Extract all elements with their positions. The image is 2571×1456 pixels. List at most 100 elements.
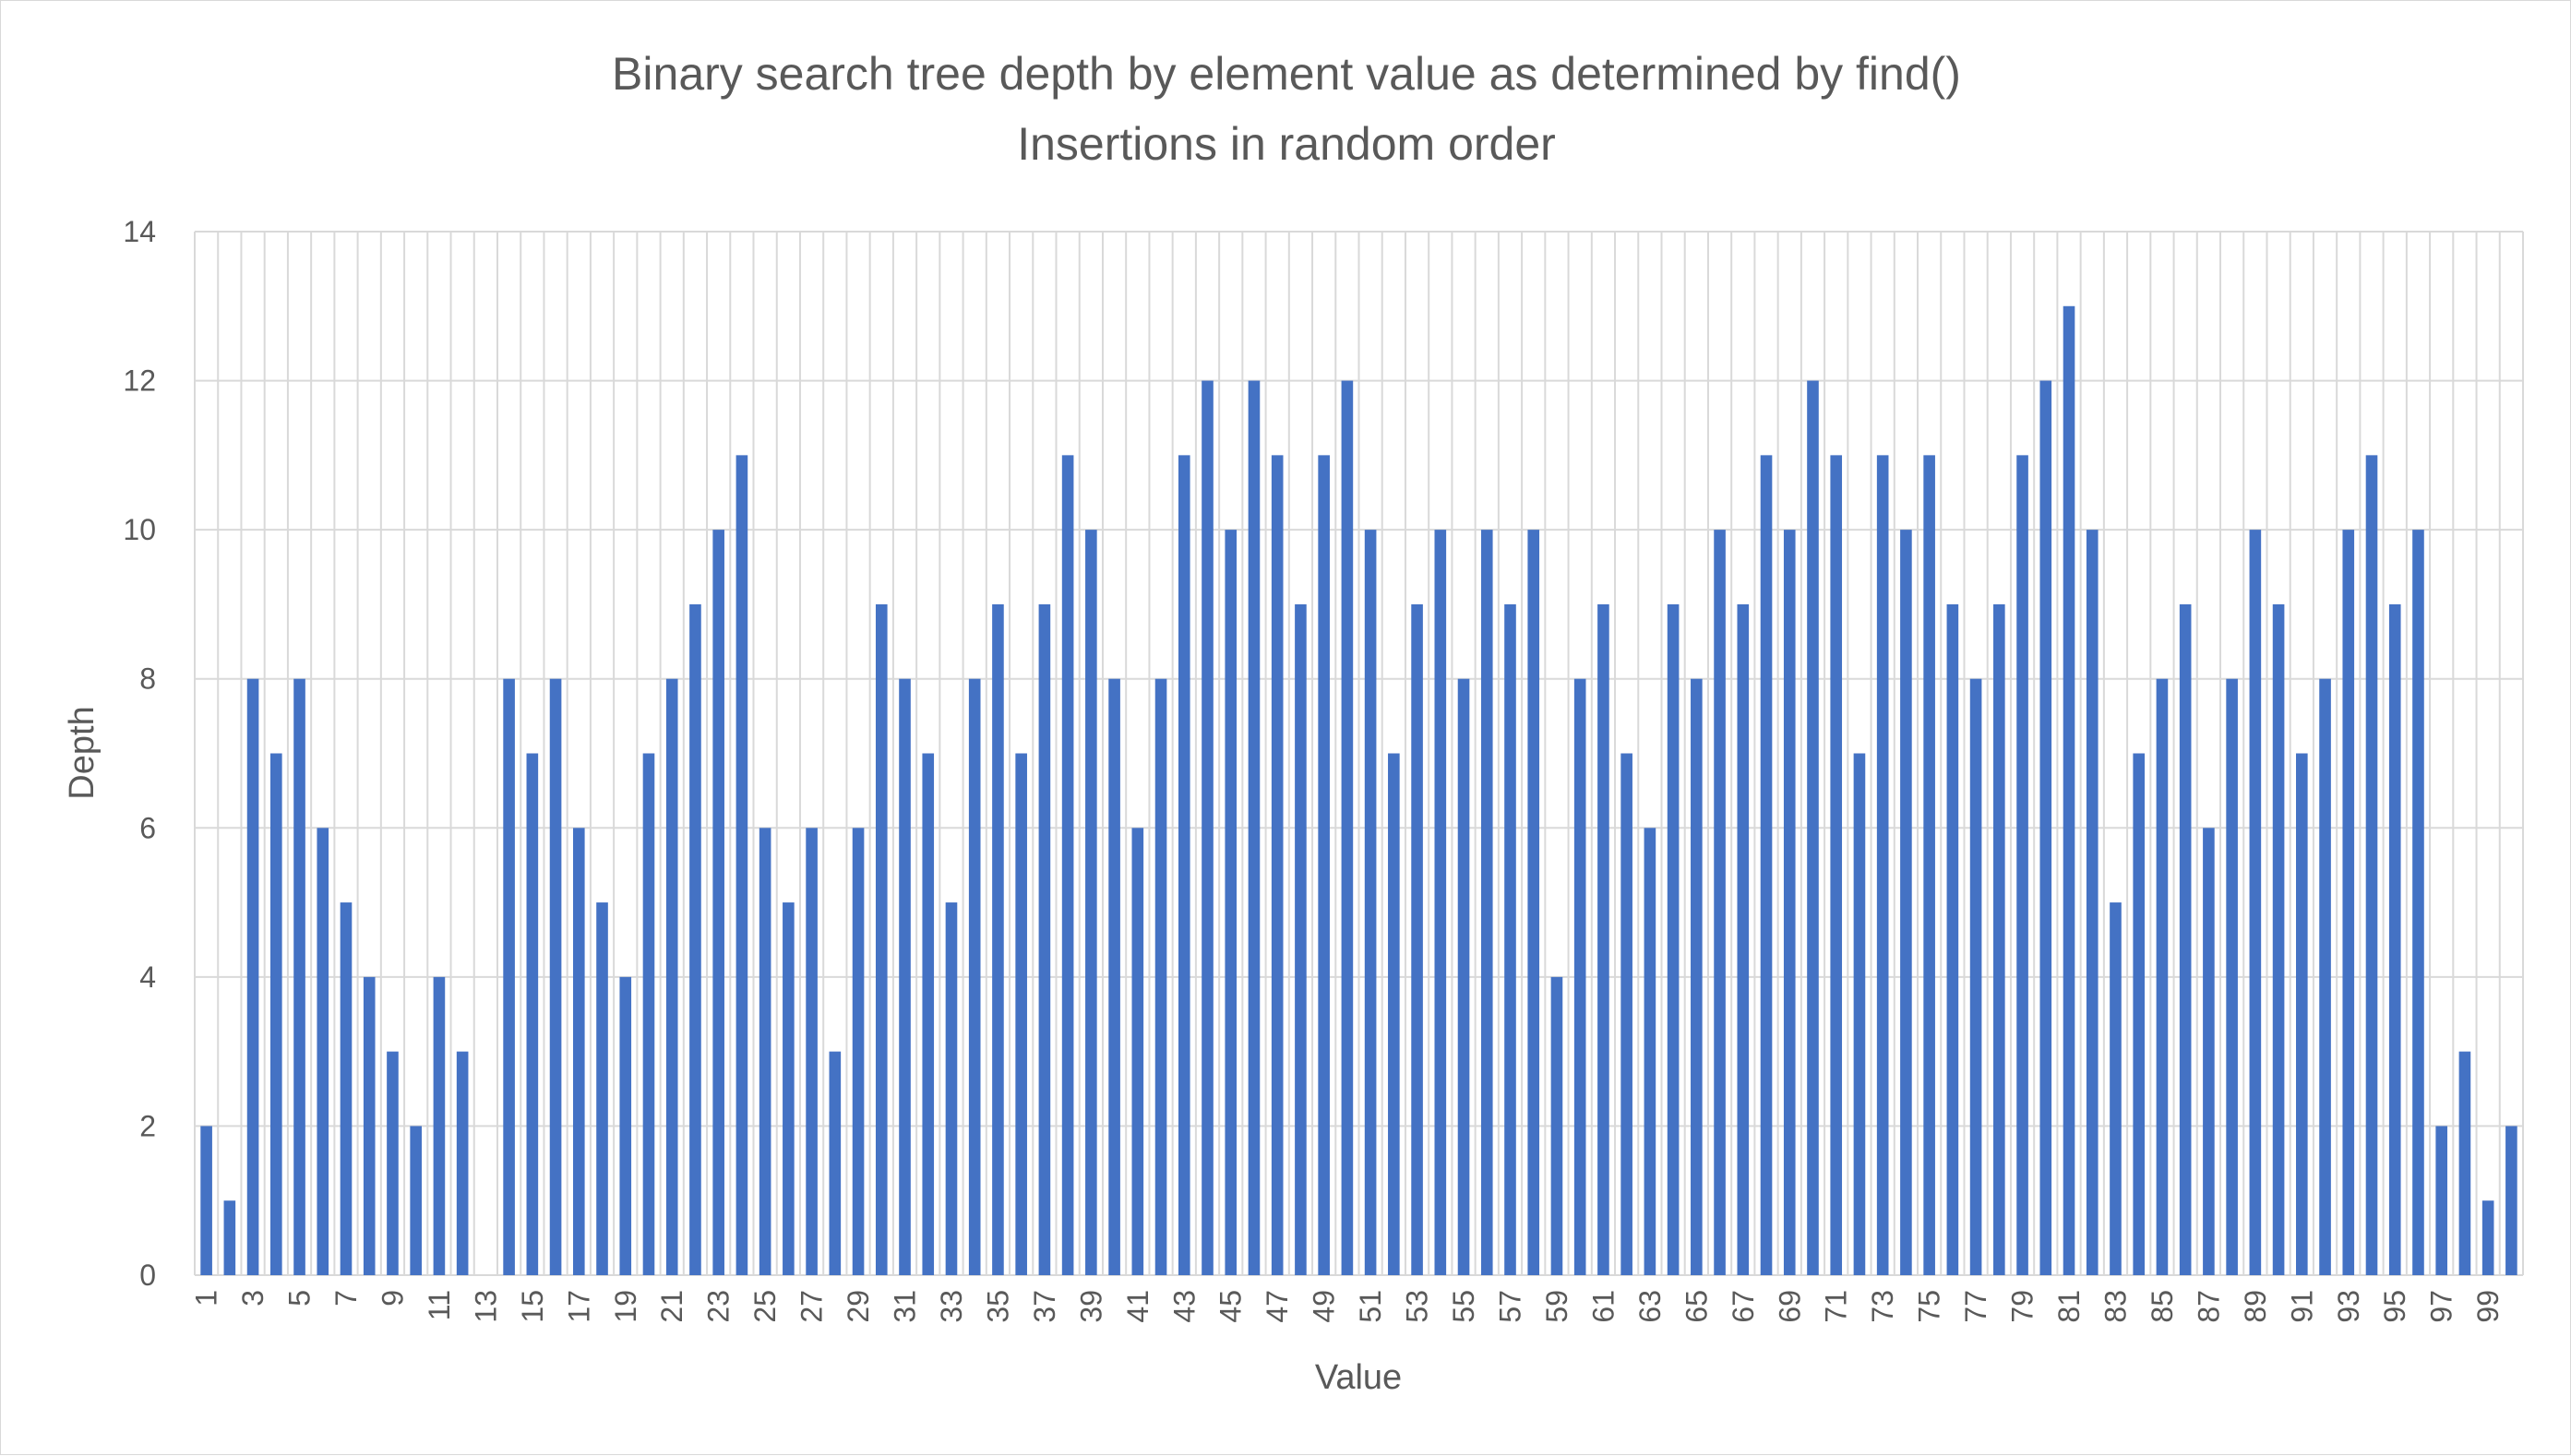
bar [1946,603,1959,1275]
x-tick-label: 87 [2192,1290,2225,1323]
x-tick-label: 45 [1214,1290,1248,1323]
x-tick-label: 85 [2146,1290,2179,1323]
bar [2412,530,2424,1275]
x-tick-label: 97 [2425,1290,2458,1323]
x-tick-label: 27 [795,1290,829,1323]
x-tick-label: 3 [236,1290,269,1307]
bar [1923,455,1935,1275]
bar [1620,753,1632,1275]
x-tick-label: 39 [1074,1290,1107,1323]
bar [200,1126,212,1275]
bar [1667,603,1680,1275]
bar [689,603,701,1275]
bar [1527,530,1540,1275]
chart-title: Binary search tree depth by element valu… [612,48,1961,100]
bar [783,902,795,1275]
bar [1038,603,1051,1275]
bar [1271,455,1284,1275]
x-tick-label: 51 [1354,1290,1387,1323]
x-tick-label: 61 [1586,1290,1620,1323]
bar [2249,530,2262,1275]
bar [1807,380,1819,1276]
bar [2272,603,2285,1275]
x-tick-label: 29 [842,1290,875,1323]
x-tick-label: 55 [1447,1290,1480,1323]
bar [1061,455,1074,1275]
x-tick-label: 79 [2006,1290,2039,1323]
x-tick-label: 67 [1727,1290,1760,1323]
bar [968,678,981,1275]
bar [1434,530,1447,1275]
bar [1830,455,1843,1275]
bar [1737,603,1750,1275]
bar [1783,530,1796,1275]
bar [899,678,911,1275]
bar [945,902,958,1275]
x-tick-label: 35 [981,1290,1014,1323]
bar [1015,753,1027,1275]
bar [1550,976,1563,1275]
x-tick-label: 83 [2099,1290,2132,1323]
x-tick-label: 9 [376,1290,409,1307]
x-tick-label: 91 [2285,1290,2318,1323]
bar [1248,380,1261,1276]
y-axis-title: Depth [63,706,102,799]
x-tick-label: 23 [702,1290,735,1323]
bar [922,753,935,1275]
bar [1178,455,1190,1275]
x-tick-label: 1 [190,1290,223,1307]
bar [2156,678,2169,1275]
bar [596,902,608,1275]
bar-series [200,305,2517,1276]
x-tick-label: 21 [655,1290,688,1323]
y-tick-label: 12 [123,364,156,398]
bar [875,603,888,1275]
x-tick-label: 81 [2052,1290,2086,1323]
bar [2133,753,2146,1275]
x-tick-label: 73 [1866,1290,1899,1323]
y-tick-label: 2 [139,1109,156,1142]
bar [387,1051,399,1275]
x-tick-label: 57 [1493,1290,1526,1323]
y-tick-label: 14 [123,215,156,248]
gridlines [194,231,2524,1276]
x-tick-label: 99 [2471,1290,2505,1323]
bar [1108,678,1120,1275]
bar [1225,530,1238,1275]
y-tick-label: 10 [123,513,156,546]
bar [2319,678,2331,1275]
x-tick-label: 13 [469,1290,502,1323]
bar [1154,678,1167,1275]
x-axis-title: Value [1315,1358,1402,1397]
bar [317,828,329,1275]
x-tick-label: 63 [1633,1290,1667,1323]
bar [2481,1200,2494,1275]
bar [572,828,585,1275]
bar [2086,530,2099,1275]
bar [433,976,446,1275]
bar [1876,455,1889,1275]
bar [2203,828,2215,1275]
y-tick-label: 6 [139,811,156,844]
y-tick-label: 8 [139,662,156,696]
x-tick-label: 89 [2239,1290,2272,1323]
bar [806,828,818,1275]
bar [2226,678,2238,1275]
bar [1131,828,1144,1275]
bar [1900,530,1912,1275]
y-tick-label: 0 [139,1259,156,1292]
bar [665,678,678,1275]
x-tick-label: 33 [935,1290,968,1323]
bar [1993,603,2005,1275]
bar [1480,530,1493,1275]
x-tick-label: 65 [1680,1290,1713,1323]
x-tick-label: 15 [516,1290,549,1323]
bar [852,828,865,1275]
bar [1969,678,1982,1275]
bar [712,530,724,1275]
bar [293,678,305,1275]
x-tick-label: 11 [423,1290,456,1320]
bar [1295,603,1307,1275]
bar [992,603,1004,1275]
